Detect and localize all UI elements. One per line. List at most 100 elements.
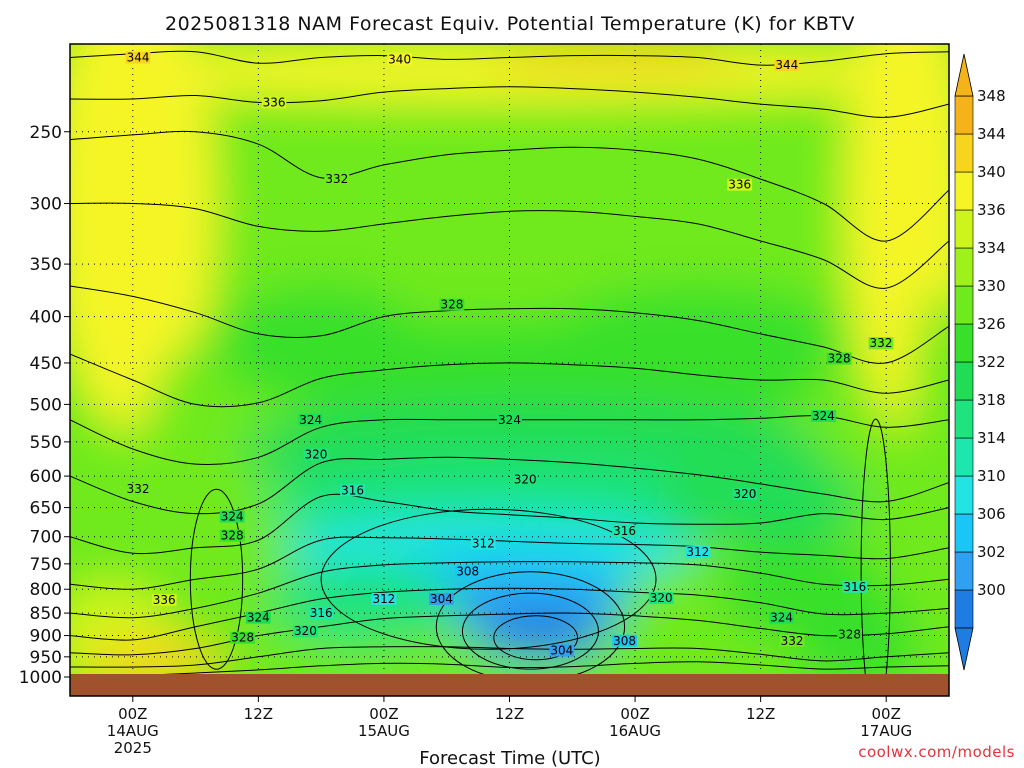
svg-text:324: 324 <box>498 413 521 427</box>
contour-ring-2 <box>461 592 599 670</box>
x-tick-label-0-2: 2025 <box>114 739 152 757</box>
colorbar-label-336: 336 <box>977 201 1006 219</box>
colorbar-label-326: 326 <box>977 315 1006 333</box>
svg-text:324: 324 <box>247 611 270 625</box>
contour-line-11 <box>70 561 949 619</box>
y-axis: 250 300 350 400 450 500 550 600 650 700 750 800 850 9… <box>19 123 70 688</box>
contour-label-30: 328 <box>230 631 256 645</box>
colorbar-label-310: 310 <box>977 467 1006 485</box>
colorbar-swatch-322 <box>954 361 974 401</box>
svg-text:324: 324 <box>812 409 835 423</box>
y-tick-label-750: 750 <box>30 555 62 575</box>
colorbar-swatch-344 <box>954 133 974 173</box>
colorbar-swatch-306 <box>954 513 974 553</box>
chart-title: 2025081318 NAM Forecast Equiv. Potential… <box>165 13 855 35</box>
colorbar-swatch-348 <box>954 95 974 135</box>
svg-text:344: 344 <box>775 58 798 72</box>
contour-label-19: 316 <box>340 483 365 497</box>
contour-label-7: 328 <box>439 298 465 312</box>
contour-label-29: 320 <box>293 624 318 638</box>
contour-label-18: 328 <box>219 529 245 543</box>
contour-label-10: 324 <box>298 413 324 427</box>
contour-label-25: 304 <box>429 592 454 606</box>
svg-text:336: 336 <box>728 178 751 192</box>
y-tick-label-800: 800 <box>30 580 62 600</box>
svg-text:328: 328 <box>838 628 861 642</box>
contour-label-6: 336 <box>727 178 753 192</box>
svg-text:344: 344 <box>127 51 150 65</box>
svg-text:316: 316 <box>310 606 333 620</box>
contour-label-32: 324 <box>769 611 794 625</box>
svg-text:328: 328 <box>231 631 254 645</box>
contour-label-14: 320 <box>512 472 538 486</box>
contour-label-21: 312 <box>470 536 496 550</box>
svg-text:328: 328 <box>440 298 463 312</box>
svg-text:324: 324 <box>221 510 244 524</box>
contour-ring-6 <box>189 488 244 670</box>
svg-text:316: 316 <box>613 524 636 538</box>
colorbar-top-arrow <box>954 53 974 97</box>
x-tick-label-6-1: 17AUG <box>860 722 912 740</box>
theta-e-field <box>70 44 949 696</box>
svg-text:332: 332 <box>325 172 348 186</box>
svg-text:320: 320 <box>304 448 327 462</box>
contour-label-34: 304 <box>549 644 575 658</box>
contour-label-15: 320 <box>732 487 758 501</box>
contour-lines <box>70 50 949 696</box>
contour-line-3 <box>70 130 949 242</box>
contour-line-8 <box>70 456 949 515</box>
colorbar-bottom-arrow <box>954 627 974 671</box>
svg-text:332: 332 <box>127 482 150 496</box>
colorbar-swatch-314 <box>954 437 974 477</box>
y-tick-label-900: 900 <box>30 627 62 647</box>
contour-label-3: 344 <box>774 58 800 72</box>
colorbar-label-340: 340 <box>977 163 1006 181</box>
x-tick-label-4-1: 16AUG <box>609 722 661 740</box>
y-tick-label-450: 450 <box>30 354 62 374</box>
svg-text:304: 304 <box>430 592 453 606</box>
x-tick-label-1-0: 12Z <box>244 705 273 723</box>
contour-line-10 <box>70 536 949 590</box>
ground-surface <box>70 674 949 696</box>
svg-text:312: 312 <box>686 545 709 559</box>
svg-text:340: 340 <box>388 52 411 66</box>
y-tick-label-700: 700 <box>30 528 62 548</box>
contour-label-11: 324 <box>497 413 522 427</box>
y-tick-label-850: 850 <box>30 604 62 624</box>
contour-label-17: 324 <box>219 510 245 524</box>
y-tick-label-950: 950 <box>30 648 62 668</box>
x-axis-label: Forecast Time (UTC) <box>419 748 600 768</box>
contour-label-12: 324 <box>811 409 836 423</box>
colorbar-label-348: 348 <box>977 87 1006 105</box>
x-tick-label-2-1: 15AUG <box>358 722 410 740</box>
source-annotation[interactable]: coolwx.com/models <box>858 743 1015 761</box>
colorbar-label-300: 300 <box>977 581 1006 599</box>
y-tick-label-650: 650 <box>30 499 62 519</box>
svg-text:316: 316 <box>843 580 866 594</box>
contour-label-23: 308 <box>455 565 481 579</box>
svg-text:324: 324 <box>299 413 322 427</box>
svg-text:316: 316 <box>341 483 364 497</box>
y-tick-label-400: 400 <box>30 308 62 328</box>
y-tick-label-500: 500 <box>30 395 62 415</box>
colorbar-swatch-318 <box>954 399 974 439</box>
colorbar-swatch-336 <box>954 209 974 249</box>
contour-line-9 <box>70 493 949 555</box>
svg-text:336: 336 <box>153 593 176 607</box>
contour-label-1: 344 <box>125 51 151 65</box>
svg-text:304: 304 <box>550 644 573 658</box>
svg-text:332: 332 <box>781 634 804 648</box>
contour-ring-3 <box>493 615 579 661</box>
colorbar: 300 302 306 310 314 318 322 326 330 334 336 340 344 3… <box>954 53 1006 671</box>
colorbar-swatch-298 <box>954 589 974 629</box>
x-tick-label-4-0: 00Z <box>620 705 649 723</box>
contour-label-28: 316 <box>308 606 334 620</box>
x-tick-label-0-0: 00Z <box>118 705 147 723</box>
colorbar-swatch-302 <box>954 551 974 591</box>
contour-label-31: 320 <box>648 591 674 605</box>
contour-label-37: 328 <box>837 628 862 642</box>
colorbar-label-334: 334 <box>977 239 1006 257</box>
svg-text:320: 320 <box>514 472 537 486</box>
contour-label-35: 308 <box>612 634 638 648</box>
y-tick-label-550: 550 <box>30 433 62 453</box>
